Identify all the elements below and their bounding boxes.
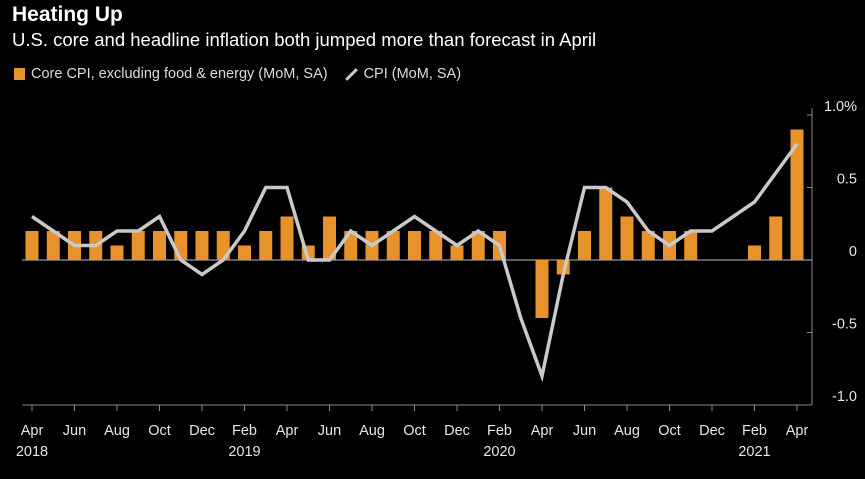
core-cpi-bar-28 bbox=[620, 216, 634, 260]
core-cpi-bar-26 bbox=[578, 231, 591, 260]
core-cpi-bar-31 bbox=[684, 231, 698, 260]
y-tick-label-2: 0 bbox=[849, 244, 857, 260]
core-cpi-bar-17 bbox=[386, 231, 400, 260]
legend-core-cpi-swatch bbox=[14, 68, 25, 80]
x-tick-label-1: Jun bbox=[63, 423, 86, 439]
x-tick-label-6: Apr bbox=[276, 423, 299, 439]
y-tick-label-4: -1.0 bbox=[832, 389, 857, 405]
x-tick-label-8: Aug bbox=[359, 423, 385, 439]
core-cpi-bar-1 bbox=[46, 231, 60, 260]
y-tick-label-0: 1.0% bbox=[824, 99, 857, 115]
y-tick-label-3: -0.5 bbox=[832, 317, 857, 333]
core-cpi-bar-11 bbox=[259, 231, 273, 260]
x-tick-label-2: Aug bbox=[104, 423, 130, 439]
chart-title: Heating Up bbox=[12, 3, 123, 26]
core-cpi-bar-18 bbox=[408, 231, 421, 260]
core-cpi-bar-20 bbox=[450, 245, 464, 260]
x-tick-label-17: Feb bbox=[742, 423, 767, 439]
core-cpi-bar-8 bbox=[195, 231, 209, 260]
core-cpi-bar-5 bbox=[131, 231, 145, 260]
x-year-label-1: 2019 bbox=[228, 444, 260, 460]
cpi-line bbox=[31, 142, 799, 383]
x-tick-label-7: Jun bbox=[318, 423, 341, 439]
core-cpi-bar-29 bbox=[641, 231, 655, 260]
core-cpi-bar-35 bbox=[769, 216, 783, 260]
core-cpi-bar-21 bbox=[471, 231, 485, 260]
x-tick-label-12: Apr bbox=[531, 423, 554, 439]
core-cpi-bar-7 bbox=[174, 231, 188, 260]
x-year-label-0: 2018 bbox=[16, 444, 48, 460]
legend-cpi-label: CPI (MoM, SA) bbox=[363, 66, 462, 82]
x-tick-label-11: Feb bbox=[487, 423, 512, 439]
core-cpi-bar-14 bbox=[323, 216, 336, 260]
core-cpi-bar-10 bbox=[238, 245, 251, 260]
x-tick-label-18: Apr bbox=[786, 423, 809, 439]
x-year-label-3: 2021 bbox=[738, 444, 770, 460]
x-tick-label-0: Apr bbox=[21, 423, 44, 439]
core-cpi-bar-12 bbox=[280, 216, 294, 260]
x-tick-label-10: Dec bbox=[444, 423, 470, 439]
core-cpi-bar-34 bbox=[748, 245, 761, 260]
core-cpi-bar-27 bbox=[599, 187, 613, 260]
core-cpi-bar-36 bbox=[790, 129, 804, 260]
x-tick-label-9: Oct bbox=[403, 423, 426, 439]
x-tick-label-15: Oct bbox=[658, 423, 681, 439]
core-cpi-bar-24 bbox=[535, 260, 549, 318]
x-tick-label-3: Oct bbox=[148, 423, 171, 439]
x-tick-label-4: Dec bbox=[189, 423, 215, 439]
core-cpi-bar-19 bbox=[429, 231, 443, 260]
core-cpi-bar-6 bbox=[153, 231, 166, 260]
legend-core-cpi-label: Core CPI, excluding food & energy (MoM, … bbox=[31, 66, 328, 82]
y-tick-label-1: 0.5 bbox=[837, 172, 857, 188]
x-tick-label-16: Dec bbox=[699, 423, 725, 439]
x-year-label-2: 2020 bbox=[483, 444, 515, 460]
legend: Core CPI, excluding food & energy (MoM, … bbox=[14, 66, 461, 82]
x-tick-label-14: Aug bbox=[614, 423, 640, 439]
chart-subtitle: U.S. core and headline inflation both ju… bbox=[12, 29, 597, 50]
x-tick-label-13: Jun bbox=[573, 423, 596, 439]
core-cpi-bar-4 bbox=[110, 245, 124, 260]
core-cpi-bar-0 bbox=[25, 231, 39, 260]
x-tick-label-5: Feb bbox=[232, 423, 257, 439]
